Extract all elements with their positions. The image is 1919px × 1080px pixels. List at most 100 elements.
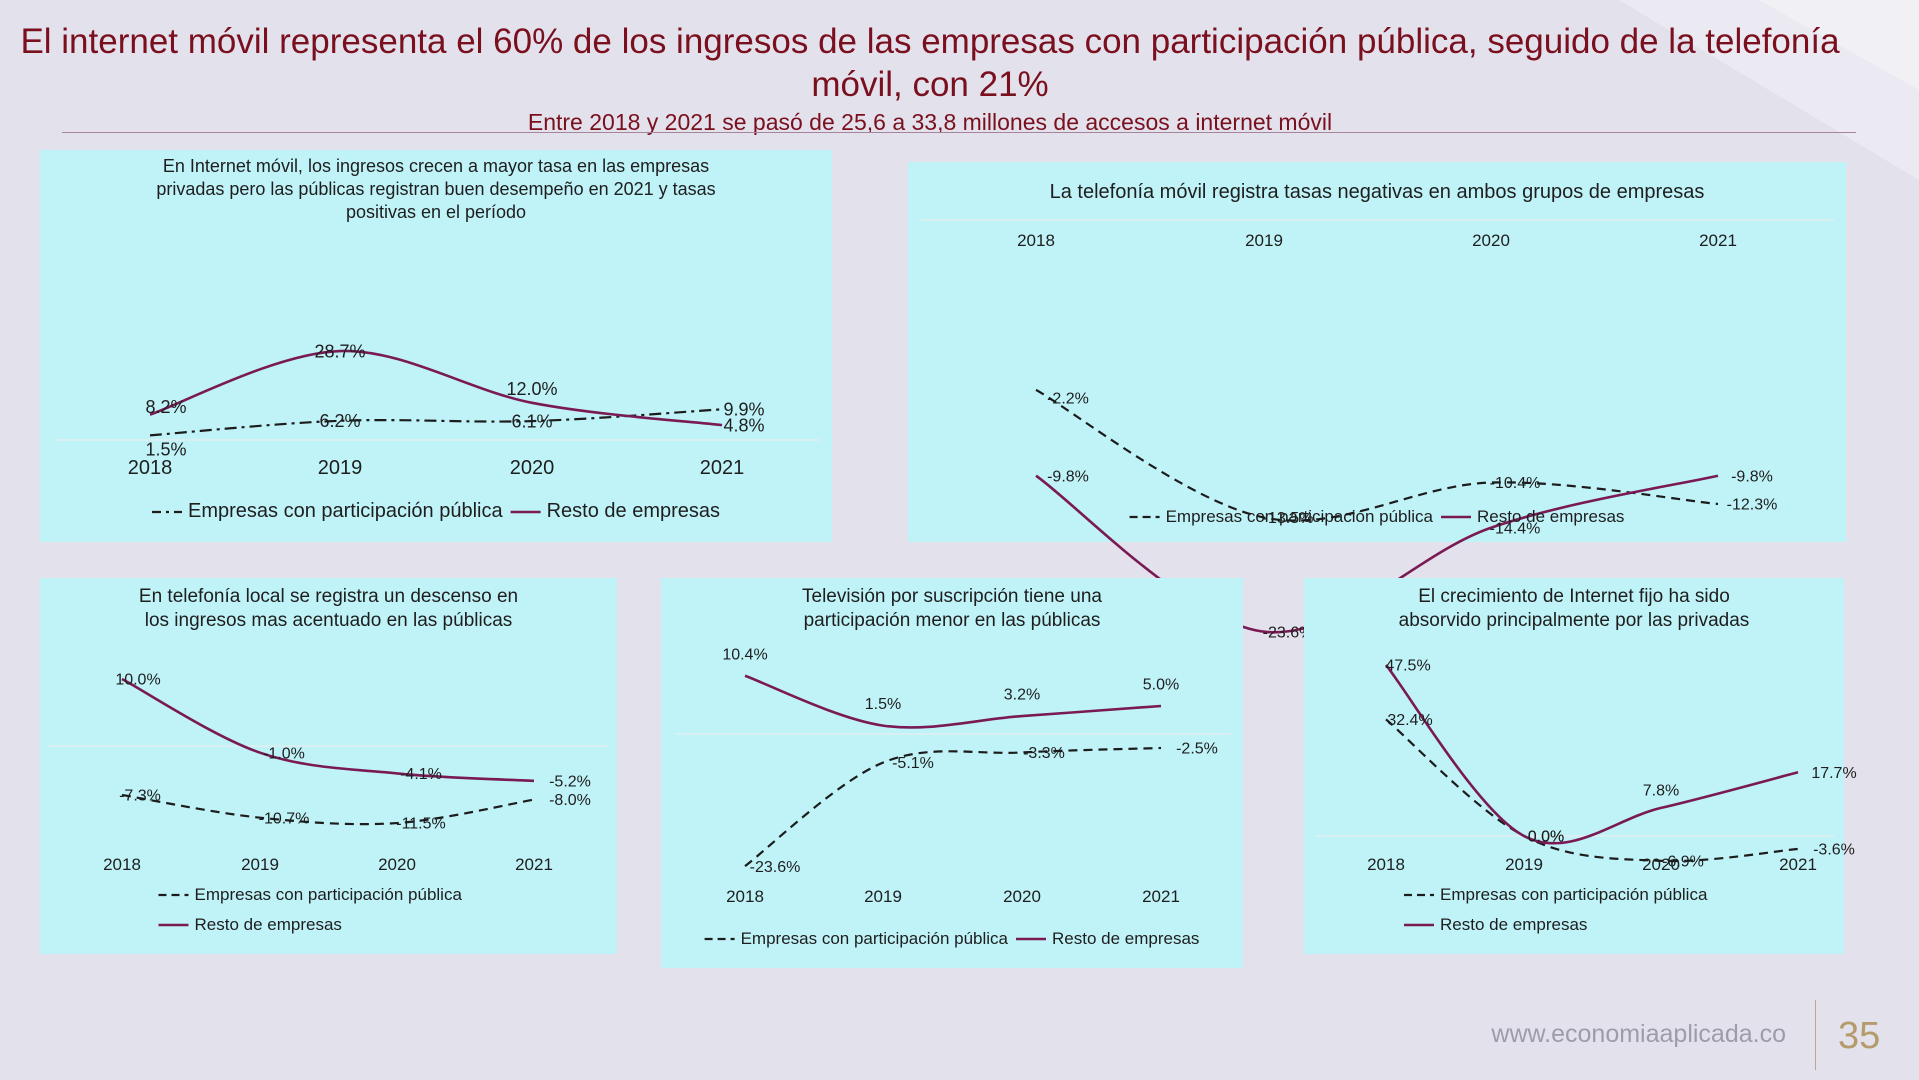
chart-title-line: positivas en el período [346, 202, 526, 222]
chart-television-suscripcion: Televisión por suscripción tiene una part… [675, 586, 1231, 948]
chart-panel-internet-fijo: El crecimiento de Internet fijo ha sido a… [1304, 578, 1857, 954]
data-label: -1.0% [263, 745, 305, 762]
page-number: 35 [1838, 1015, 1881, 1057]
chart-title-line: absorvido principalmente por las privada… [1399, 610, 1750, 631]
legend-label: Empresas con participación pública [188, 500, 503, 522]
data-label: -11.5% [396, 816, 446, 833]
chart-telefonia-local: En telefonía local se registra un descen… [48, 586, 608, 934]
data-label: -8.0% [549, 792, 591, 809]
chart-legend: Empresas con participación pública Resto … [704, 929, 1199, 948]
series-line-resto-de-empresas [121, 677, 535, 783]
x-tick-label: 2020 [1003, 887, 1041, 906]
chart-legend: Empresas con participación pública [1404, 885, 1708, 904]
legend-label: Resto de empresas [547, 500, 720, 522]
chart-title-line: En Internet móvil, los ingresos crecen a… [163, 156, 709, 176]
data-label: -2.2% [1047, 390, 1089, 407]
data-label: 1.5% [865, 696, 901, 713]
chart-internet-fijo: El crecimiento de Internet fijo ha sido a… [1316, 586, 1857, 934]
x-tick-label: 2018 [726, 887, 764, 906]
data-label: -23.6% [750, 859, 801, 876]
series-line-resto-de-empresas [149, 349, 723, 427]
data-label: -9.8% [1731, 468, 1773, 485]
data-label: -3.3% [1023, 745, 1065, 762]
chart-panel-telefonia-local: En telefonía local se registra un descen… [40, 578, 617, 954]
data-label: -5.2% [549, 773, 591, 790]
data-label: 6.1% [511, 411, 552, 431]
x-tick-label: 2021 [1699, 231, 1737, 250]
data-label: -12.3% [1727, 497, 1778, 514]
legend-label: Empresas con participación pública [741, 929, 1009, 948]
legend-label: Empresas con participación pública [1166, 507, 1434, 526]
chart-title-line: La telefonía móvil registra tasas negati… [1050, 181, 1705, 203]
data-label: 1.5% [145, 440, 186, 460]
chart-panel-television-suscripcion: Televisión por suscripción tiene una part… [661, 578, 1243, 968]
data-label: 47.5% [1385, 658, 1430, 675]
x-tick-label: 2021 [1142, 887, 1180, 906]
data-label: 5.0% [1143, 677, 1179, 694]
data-label: -3.6% [1813, 842, 1855, 859]
x-tick-label: 2018 [1017, 231, 1055, 250]
data-label: 0.0% [1528, 829, 1564, 846]
chart-title-line: Televisión por suscripción tiene una [802, 586, 1102, 607]
data-label: 4.8% [723, 415, 764, 435]
chart-title-line: El crecimiento de Internet fijo ha sido [1418, 586, 1730, 607]
data-label: 8.2% [145, 397, 186, 417]
chart-panel-telefonia-movil: La telefonía móvil registra tasas negati… [908, 162, 1846, 641]
data-label: -14.4% [1490, 520, 1541, 537]
data-label: 10.4% [722, 646, 767, 663]
data-label: -4.1% [400, 766, 442, 783]
data-label: 10.0% [115, 672, 160, 689]
chart-title-line: En telefonía local se registra un descen… [139, 586, 518, 607]
x-tick-label: 2021 [515, 855, 553, 874]
data-label: -6.9% [1662, 853, 1704, 870]
x-tick-label: 2020 [378, 855, 416, 874]
data-label: 0.0% [1528, 829, 1564, 846]
chart-legend: Resto de empresas [158, 915, 342, 934]
legend-label: Resto de empresas [1477, 507, 1624, 526]
data-label: 17.7% [1811, 765, 1856, 782]
title-divider [62, 132, 1856, 133]
legend-label: Resto de empresas [1052, 929, 1199, 948]
data-label: 3.2% [1004, 687, 1040, 704]
series-line-empresas-publicas [121, 793, 535, 826]
x-tick-label: 2018 [128, 457, 173, 479]
series-line-resto-de-empresas [744, 674, 1162, 729]
chart-legend: Empresas con participación pública [158, 885, 462, 904]
data-label: 9.9% [723, 400, 764, 420]
legend-label: Resto de empresas [1440, 915, 1587, 934]
x-tick-label: 2021 [1779, 855, 1817, 874]
chart-title-line: privadas pero las públicas registran bue… [156, 179, 715, 199]
data-label: -23.6% [1263, 624, 1314, 641]
page-title: El internet móvil representa el 60% de l… [20, 22, 1840, 104]
chart-title-line: los ingresos mas acentuado en las públic… [145, 610, 513, 631]
chart-panel-internet-movil: En Internet móvil, los ingresos crecen a… [40, 150, 832, 542]
chart-legend: Empresas con participación pública Resto … [1129, 507, 1624, 526]
series-line-empresas-publicas [149, 408, 723, 437]
data-label: -9.8% [1047, 468, 1089, 485]
series-line-empresas-publicas [744, 746, 1162, 868]
x-tick-label: 2018 [1367, 855, 1405, 874]
footer-divider [1815, 1000, 1816, 1070]
chart-legend: Empresas con participación pública Resto … [151, 500, 720, 522]
decorative-background-shape [1619, 0, 1919, 180]
data-label: -10.4% [1490, 475, 1541, 492]
x-tick-label: 2018 [103, 855, 141, 874]
legend-label: Empresas con participación pública [1440, 885, 1708, 904]
data-label: 12.0% [506, 379, 557, 399]
x-tick-label: 2020 [510, 457, 555, 479]
x-tick-label: 2019 [241, 855, 279, 874]
data-label: -5.1% [892, 755, 934, 772]
data-label: 6.2% [319, 411, 360, 431]
x-tick-label: 2019 [1505, 855, 1543, 874]
x-tick-label: 2021 [700, 457, 745, 479]
data-label: -13.5% [1263, 510, 1314, 527]
data-label: -2.5% [1176, 741, 1218, 758]
chart-legend: Resto de empresas [1404, 915, 1587, 934]
series-line-resto-de-empresas [1384, 664, 1799, 845]
chart-internet-movil: En Internet móvil, los ingresos crecen a… [54, 156, 820, 522]
page-subtitle: Entre 2018 y 2021 se pasó de 25,6 a 33,8… [527, 109, 1333, 135]
x-tick-label: 2020 [1472, 231, 1510, 250]
legend-label: Resto de empresas [195, 915, 342, 934]
chart-title-line: participación menor en las públicas [804, 610, 1101, 631]
data-label: 28.7% [314, 341, 365, 361]
